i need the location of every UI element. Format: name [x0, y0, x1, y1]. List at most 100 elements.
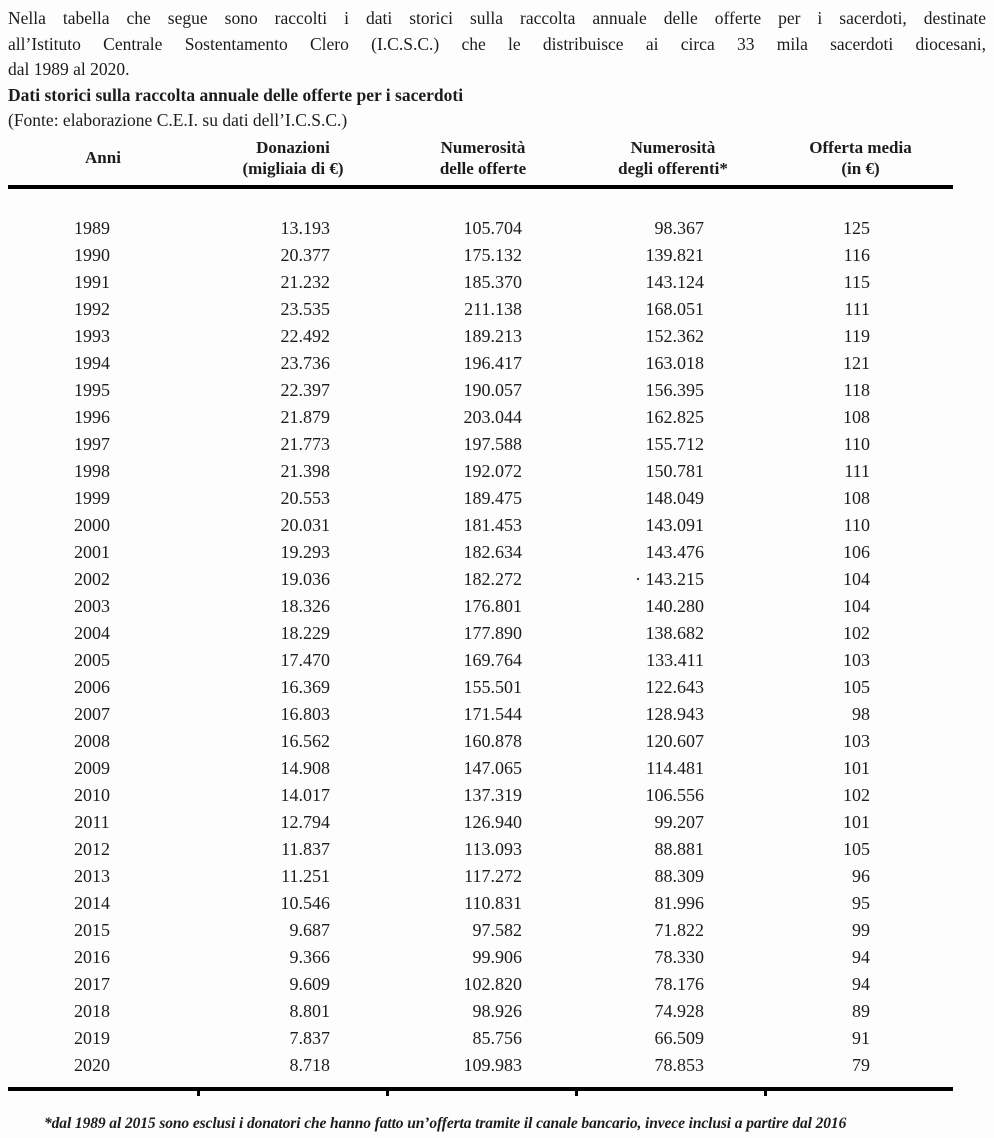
cell-anno: 2001 — [74, 541, 110, 562]
cell-offerte: 169.764 — [463, 649, 523, 670]
table-row: 2002 19.036 182.272 · 143.215 104 — [8, 566, 953, 593]
cell-anno: 2003 — [74, 595, 110, 616]
cell-anno: 1997 — [74, 433, 110, 454]
cell-media: 91 — [852, 1027, 870, 1048]
source-line: (Fonte: elaborazione C.E.I. su dati dell… — [8, 110, 348, 130]
cell-media: 102 — [843, 622, 870, 643]
cell-offerte: 189.475 — [463, 487, 523, 508]
table-row: 1989 13.193 105.704 98.367 125 — [8, 187, 953, 242]
table-row: 1999 20.553 189.475 148.049 108 — [8, 485, 953, 512]
cell-donazioni: 9.687 — [289, 919, 331, 940]
cell-offerenti: 168.051 — [645, 298, 705, 319]
cell-offerte: 155.501 — [463, 676, 523, 697]
cell-donazioni: 21.232 — [280, 271, 331, 292]
cell-offerte: 211.138 — [464, 298, 522, 319]
table-row: 2011 12.794 126.940 99.207 101 — [8, 809, 953, 836]
cell-offerte: 177.890 — [463, 622, 523, 643]
cell-media: 95 — [852, 892, 870, 913]
cell-offerenti: 88.309 — [654, 865, 705, 886]
cell-offerenti: 81.996 — [654, 892, 705, 913]
cell-offerte: 99.906 — [472, 946, 523, 967]
cell-donazioni: 18.326 — [280, 595, 331, 616]
rule-tick — [197, 1090, 200, 1096]
cell-anno: 2011 — [74, 811, 110, 832]
table-row: 1992 23.535 211.138 168.051 111 — [8, 296, 953, 323]
table-row: 2015 9.687 97.582 71.822 99 — [8, 917, 953, 944]
cell-offerenti: 148.049 — [645, 487, 705, 508]
intro-line: all’Istituto Centrale Sostentamento Cler… — [8, 33, 986, 54]
cell-offerte: 102.820 — [463, 973, 523, 994]
cell-media: 101 — [843, 757, 870, 778]
document-title: Dati storici sulla raccolta annuale dell… — [8, 84, 464, 105]
cell-media: 102 — [843, 784, 870, 805]
cell-anno: 1989 — [74, 217, 110, 238]
cell-offerenti: 122.643 — [645, 676, 705, 697]
cell-offerte: 160.878 — [463, 730, 523, 751]
cell-media: 108 — [843, 406, 870, 427]
cell-offerenti: 140.280 — [645, 595, 705, 616]
cell-anno: 1993 — [74, 325, 110, 346]
cell-donazioni: 20.377 — [280, 244, 331, 265]
cell-offerte: 137.319 — [463, 784, 523, 805]
cell-donazioni: 7.837 — [289, 1027, 331, 1048]
table-body: 1989 13.193 105.704 98.367 125 1990 20.377 175.… — [8, 187, 953, 1079]
cell-offerenti: 139.821 — [645, 244, 705, 265]
cell-donazioni: 21.773 — [280, 433, 331, 454]
cell-media: 105 — [843, 676, 870, 697]
table-row: 2018 8.801 98.926 74.928 89 — [8, 998, 953, 1025]
cell-offerte: 182.634 — [463, 541, 523, 562]
cell-offerte: 126.940 — [463, 811, 523, 832]
cell-offerenti: 66.509 — [654, 1027, 705, 1048]
cell-media: 110 — [843, 433, 870, 454]
cell-donazioni: 23.736 — [280, 352, 331, 373]
table-row: 1997 21.773 197.588 155.712 110 — [8, 431, 953, 458]
cell-media: 119 — [843, 325, 870, 346]
column-header-line: degli offerenti* — [618, 158, 728, 178]
cell-anno: 2012 — [74, 838, 110, 859]
cell-offerenti: 143.476 — [645, 541, 705, 562]
intro-paragraph: Nella tabella che segue sono raccolti i … — [8, 6, 986, 83]
cell-anno: 1994 — [74, 352, 110, 373]
cell-offerte: 171.544 — [463, 703, 523, 724]
cell-anno: 1991 — [74, 271, 110, 292]
table-row: 1993 22.492 189.213 152.362 119 — [8, 323, 953, 350]
data-table: Anni Donazioni (migliaia di €) Numerosit… — [8, 133, 953, 1079]
cell-offerte: 176.801 — [463, 595, 523, 616]
cell-media: 104 — [843, 568, 870, 589]
column-header-line: (in €) — [841, 158, 880, 178]
cell-offerenti: · 143.215 — [635, 568, 704, 589]
cell-offerenti: 78.176 — [654, 973, 705, 994]
cell-offerenti: 138.682 — [645, 622, 705, 643]
cell-donazioni: 13.193 — [280, 217, 331, 238]
column-header-offerta-media: Offerta media (in €) — [768, 133, 953, 189]
cell-offerte: 147.065 — [463, 757, 523, 778]
cell-media: 115 — [843, 271, 870, 292]
cell-donazioni: 11.837 — [281, 838, 330, 859]
table-row: 2014 10.546 110.831 81.996 95 — [8, 890, 953, 917]
cell-donazioni: 8.718 — [289, 1054, 331, 1075]
table-row: 2009 14.908 147.065 114.481 101 — [8, 755, 953, 782]
cell-donazioni: 23.535 — [280, 298, 331, 319]
cell-anno: 1995 — [74, 379, 110, 400]
cell-donazioni: 12.794 — [280, 811, 331, 832]
footnote: *dal 1989 al 2015 sono esclusi i donator… — [44, 1114, 847, 1132]
cell-offerte: 192.072 — [463, 460, 523, 481]
cell-anno: 2000 — [74, 514, 110, 535]
cell-offerte: 85.756 — [472, 1027, 523, 1048]
cell-anno: 2006 — [74, 676, 110, 697]
cell-media: 104 — [843, 595, 870, 616]
cell-media: 99 — [852, 919, 870, 940]
cell-donazioni: 22.492 — [280, 325, 331, 346]
cell-anno: 2009 — [74, 757, 110, 778]
cell-media: 103 — [843, 730, 870, 751]
cell-offerte: 196.417 — [463, 352, 523, 373]
table-row: 1998 21.398 192.072 150.781 111 — [8, 458, 953, 485]
cell-offerenti: 163.018 — [645, 352, 705, 373]
cell-offerenti: 78.330 — [654, 946, 705, 967]
cell-media: 116 — [843, 244, 870, 265]
table-row: 2001 19.293 182.634 143.476 106 — [8, 539, 953, 566]
table-row: 2010 14.017 137.319 106.556 102 — [8, 782, 953, 809]
cell-offerte: 175.132 — [463, 244, 523, 265]
table-row: 1991 21.232 185.370 143.124 115 — [8, 269, 953, 296]
cell-anno: 2005 — [74, 649, 110, 670]
